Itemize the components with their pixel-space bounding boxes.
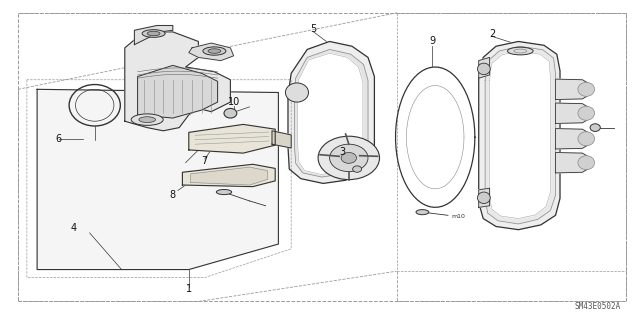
Text: 1: 1 xyxy=(186,284,192,294)
Ellipse shape xyxy=(578,156,595,170)
Polygon shape xyxy=(298,53,363,174)
Ellipse shape xyxy=(224,108,237,118)
Polygon shape xyxy=(556,79,589,100)
Ellipse shape xyxy=(208,49,221,53)
Ellipse shape xyxy=(341,152,356,163)
Ellipse shape xyxy=(353,166,362,172)
Ellipse shape xyxy=(477,63,490,75)
Polygon shape xyxy=(37,89,278,270)
Text: 10: 10 xyxy=(227,97,240,107)
Polygon shape xyxy=(479,57,490,78)
Text: 4: 4 xyxy=(70,223,77,233)
Ellipse shape xyxy=(147,31,160,36)
Ellipse shape xyxy=(131,114,163,125)
Polygon shape xyxy=(189,43,234,61)
Ellipse shape xyxy=(318,136,380,180)
Ellipse shape xyxy=(330,144,368,172)
Ellipse shape xyxy=(142,30,165,37)
Text: 5: 5 xyxy=(310,24,317,34)
Ellipse shape xyxy=(477,192,490,204)
Polygon shape xyxy=(191,167,268,185)
Polygon shape xyxy=(182,164,275,187)
Text: 3: 3 xyxy=(339,146,346,157)
Ellipse shape xyxy=(590,124,600,131)
Polygon shape xyxy=(556,152,589,173)
Polygon shape xyxy=(125,32,230,131)
Polygon shape xyxy=(479,188,490,207)
Text: 6: 6 xyxy=(56,134,62,144)
Text: SM43E0502A: SM43E0502A xyxy=(575,302,621,311)
Ellipse shape xyxy=(285,83,308,102)
Ellipse shape xyxy=(578,106,595,120)
Polygon shape xyxy=(288,41,374,183)
Polygon shape xyxy=(556,129,589,149)
Text: 2: 2 xyxy=(490,29,496,39)
Polygon shape xyxy=(138,65,218,118)
Ellipse shape xyxy=(508,47,533,55)
Ellipse shape xyxy=(216,189,232,195)
Ellipse shape xyxy=(578,132,595,146)
Ellipse shape xyxy=(139,117,156,122)
Polygon shape xyxy=(294,49,368,177)
Ellipse shape xyxy=(416,210,429,215)
Text: 8: 8 xyxy=(170,189,176,200)
Text: m10: m10 xyxy=(451,214,465,219)
Polygon shape xyxy=(134,26,173,45)
Polygon shape xyxy=(485,46,556,224)
Polygon shape xyxy=(189,124,275,153)
Text: 7: 7 xyxy=(202,156,208,166)
Text: 9: 9 xyxy=(429,36,435,47)
Polygon shape xyxy=(272,131,291,148)
Polygon shape xyxy=(556,103,589,123)
Polygon shape xyxy=(490,51,550,219)
Ellipse shape xyxy=(578,82,595,96)
Ellipse shape xyxy=(203,47,226,55)
Polygon shape xyxy=(479,41,560,230)
